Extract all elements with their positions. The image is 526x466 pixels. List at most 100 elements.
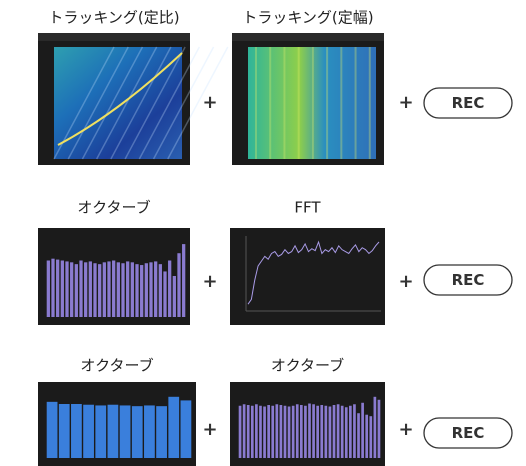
bar — [83, 404, 94, 458]
rec-button — [423, 417, 513, 449]
bar — [156, 406, 167, 458]
bar — [154, 261, 158, 317]
bar — [158, 264, 162, 317]
bar — [299, 405, 303, 458]
bar — [340, 405, 344, 458]
bar — [116, 262, 120, 317]
plus-sign: + — [398, 271, 413, 292]
plus-sign: + — [202, 92, 217, 113]
bar — [365, 414, 369, 458]
bar — [121, 263, 125, 317]
spectrogram-image — [248, 47, 376, 159]
bar — [112, 260, 116, 317]
spectrogram-streak — [96, 46, 158, 160]
bar — [168, 396, 180, 458]
panel-label: オクターブ — [77, 199, 150, 217]
bar — [263, 406, 266, 458]
bar — [275, 404, 279, 458]
bar — [287, 406, 291, 458]
bar — [332, 405, 336, 458]
bar — [357, 413, 360, 458]
bar — [126, 261, 130, 317]
bar — [84, 262, 88, 317]
spectrogram-streak — [67, 46, 129, 160]
bar — [168, 260, 172, 317]
bar — [259, 405, 262, 458]
bar — [79, 260, 83, 317]
bar — [291, 405, 295, 458]
spectrogram-streak — [124, 46, 186, 160]
bar — [353, 404, 356, 458]
rec-button — [423, 264, 513, 296]
plus-sign: + — [202, 271, 217, 292]
bar — [283, 405, 287, 458]
bar — [70, 262, 74, 317]
plus-sign: + — [202, 419, 217, 440]
bar — [56, 259, 60, 317]
bar — [149, 262, 153, 317]
panel-label: オクターブ — [271, 357, 344, 375]
bar — [107, 404, 119, 458]
bar — [95, 405, 107, 458]
bar — [312, 404, 315, 458]
bar — [71, 404, 82, 458]
bar — [267, 405, 270, 458]
bar — [182, 244, 186, 317]
bar — [60, 260, 64, 317]
bar — [130, 262, 134, 317]
bar — [369, 416, 373, 458]
bar — [135, 264, 139, 317]
rec-label: REC — [452, 271, 485, 289]
spectrogram-title-bar — [232, 33, 384, 41]
bar — [98, 264, 102, 317]
bar — [172, 275, 176, 317]
plus-sign: + — [398, 92, 413, 113]
spectrogram-streak — [53, 46, 115, 160]
panel-label: オクターブ — [80, 357, 153, 375]
bar — [119, 405, 131, 458]
plus-sign: + — [398, 419, 413, 440]
bar — [344, 407, 348, 458]
bar — [279, 405, 283, 458]
bar — [361, 402, 364, 458]
bar — [102, 262, 106, 317]
bar — [107, 261, 111, 317]
bar — [328, 406, 332, 458]
bar — [93, 263, 97, 317]
bar — [51, 258, 55, 317]
bar — [308, 403, 311, 458]
bar — [373, 396, 377, 458]
bar — [250, 405, 254, 458]
bar — [377, 399, 381, 458]
bar — [238, 405, 242, 458]
bar — [246, 405, 250, 458]
bar — [242, 404, 246, 458]
rec-label: REC — [452, 94, 485, 112]
bar — [131, 406, 143, 458]
bar — [349, 405, 352, 458]
bar — [271, 405, 275, 458]
bar — [304, 405, 307, 458]
spectrogram-title-bar — [38, 33, 190, 41]
bar — [316, 405, 320, 458]
bar — [74, 264, 78, 317]
bar — [65, 261, 69, 317]
bar — [336, 404, 340, 458]
bar — [320, 405, 324, 458]
bar — [88, 261, 92, 317]
bar — [144, 405, 155, 458]
panel-label: トラッキング(定比) — [48, 9, 179, 27]
bar — [46, 401, 58, 458]
bar — [324, 405, 328, 458]
fft-line — [247, 240, 380, 305]
spectrogram-curve — [57, 52, 183, 146]
panel-frame — [230, 228, 385, 325]
spectrogram-streak — [81, 46, 144, 160]
bar — [140, 265, 144, 317]
spectrogram-image — [54, 47, 182, 159]
bar — [177, 253, 181, 317]
bar — [46, 260, 50, 317]
rec-label: REC — [452, 424, 485, 442]
bar — [180, 400, 192, 458]
